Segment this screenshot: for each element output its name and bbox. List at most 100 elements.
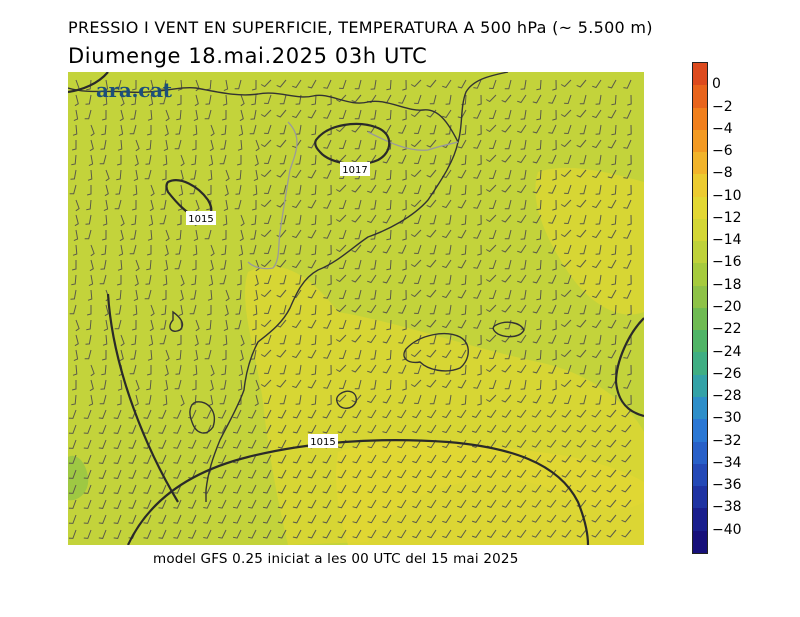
wind-barb bbox=[135, 259, 140, 272]
wind-barb bbox=[132, 304, 138, 316]
wind-barb bbox=[457, 139, 467, 149]
wind-barb bbox=[536, 349, 542, 361]
wind-barb bbox=[398, 394, 407, 404]
wind-barb bbox=[337, 529, 347, 539]
wind-barb bbox=[120, 214, 125, 227]
wind-barb bbox=[546, 529, 557, 538]
wind-barb bbox=[68, 454, 77, 464]
wind-barb bbox=[386, 229, 392, 241]
border-france-spain bbox=[367, 131, 459, 151]
wind-barb bbox=[240, 214, 245, 227]
wind-barb bbox=[410, 319, 422, 328]
wind-barb bbox=[160, 319, 167, 330]
wind-barb bbox=[410, 229, 422, 238]
wind-barb bbox=[627, 214, 632, 226]
wind-barb bbox=[250, 229, 257, 240]
wind-barb bbox=[576, 439, 587, 448]
wind-barb bbox=[592, 169, 602, 179]
wind-barb bbox=[367, 364, 377, 374]
wind-barb bbox=[233, 409, 242, 419]
wind-barb bbox=[606, 454, 617, 463]
isobar-1017-ring bbox=[314, 122, 391, 166]
wind-barb bbox=[339, 109, 347, 120]
wind-barb bbox=[251, 334, 257, 346]
wind-barb bbox=[255, 259, 260, 272]
wind-barb bbox=[606, 469, 617, 478]
coastline-iberia-east bbox=[195, 87, 459, 502]
wind-barb bbox=[337, 499, 347, 509]
wind-barb bbox=[445, 244, 452, 255]
colorbar-cell bbox=[693, 463, 707, 487]
wind-barb bbox=[611, 394, 617, 406]
wind-barb bbox=[87, 169, 93, 181]
wind-barb bbox=[307, 529, 317, 539]
wind-barb bbox=[367, 394, 377, 404]
wind-barb bbox=[552, 349, 557, 361]
wind-barb bbox=[442, 379, 452, 389]
wind-barb bbox=[90, 244, 95, 257]
wind-barb bbox=[163, 259, 169, 272]
wind-barb bbox=[560, 259, 572, 268]
wind-barb bbox=[98, 514, 107, 524]
wind-barb bbox=[74, 94, 79, 107]
wind-barb bbox=[386, 319, 392, 331]
wind-barb bbox=[412, 484, 422, 494]
wind-barb bbox=[398, 244, 407, 254]
wind-barb bbox=[367, 214, 377, 224]
wind-barb bbox=[354, 79, 362, 90]
wind-barb bbox=[410, 139, 422, 148]
wind-barb bbox=[429, 304, 437, 315]
wind-barb bbox=[233, 439, 242, 449]
colorbar-label: −18 bbox=[712, 276, 742, 293]
wind-barb bbox=[254, 394, 259, 407]
wind-barb bbox=[427, 529, 437, 539]
wind-barb bbox=[410, 349, 422, 358]
coastlines bbox=[68, 72, 509, 502]
wind-barb bbox=[339, 199, 347, 210]
wind-barb bbox=[144, 169, 152, 180]
wind-barb bbox=[88, 274, 94, 287]
wind-barb bbox=[414, 364, 422, 375]
wind-barb bbox=[352, 484, 362, 494]
wind-barb bbox=[247, 529, 257, 539]
wind-barb bbox=[564, 214, 572, 225]
wind-barb bbox=[621, 529, 632, 538]
wind-barb bbox=[457, 199, 467, 209]
wind-barb bbox=[180, 274, 185, 287]
wind-barb bbox=[98, 454, 107, 464]
wind-barb bbox=[473, 109, 482, 119]
wind-barb bbox=[105, 169, 110, 182]
wind-barb bbox=[159, 334, 167, 345]
wind-barb bbox=[83, 439, 92, 449]
wind-barb bbox=[457, 229, 467, 239]
wind-barb bbox=[292, 424, 302, 434]
temperature-colorbar bbox=[692, 62, 708, 554]
wind-barb bbox=[292, 379, 302, 389]
wind-barb bbox=[146, 245, 152, 256]
wind-barb bbox=[160, 199, 167, 210]
wind-barb bbox=[354, 139, 362, 150]
wind-barb bbox=[85, 334, 92, 345]
wind-barb bbox=[264, 274, 272, 285]
wind-barb bbox=[234, 199, 242, 210]
wind-barb bbox=[238, 244, 244, 257]
colorbar-label: −32 bbox=[712, 432, 742, 449]
wind-barb bbox=[128, 514, 137, 524]
wind-barb bbox=[335, 124, 347, 133]
island-eivissa bbox=[335, 390, 357, 409]
wind-barb bbox=[131, 94, 137, 106]
wind-barb bbox=[276, 139, 287, 148]
wind-barb bbox=[504, 109, 512, 120]
wind-barb bbox=[501, 124, 512, 133]
wind-barb bbox=[327, 214, 332, 226]
wind-barb bbox=[351, 184, 362, 193]
wind-barb bbox=[382, 154, 392, 164]
wind-barb bbox=[178, 184, 184, 197]
wind-barb bbox=[351, 124, 362, 133]
wind-barb bbox=[410, 109, 422, 118]
wind-barb bbox=[504, 139, 512, 150]
wind-barb bbox=[576, 199, 587, 208]
wind-barb bbox=[247, 484, 257, 494]
wind-barb bbox=[591, 499, 602, 508]
coastline-detail-south bbox=[189, 401, 215, 434]
